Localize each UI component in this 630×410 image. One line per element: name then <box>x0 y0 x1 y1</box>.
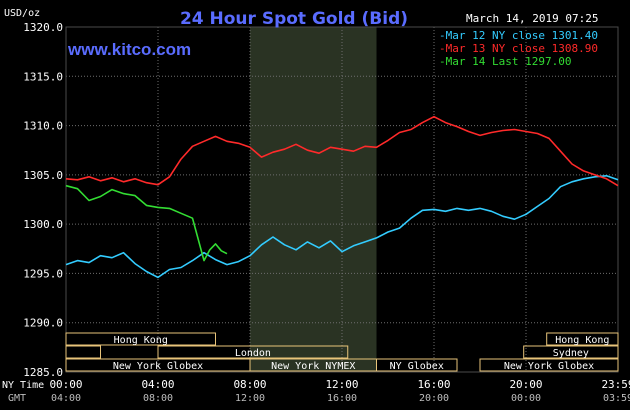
website-label: www.kitco.com <box>67 40 191 59</box>
plot-frame <box>65 26 619 373</box>
x-tick-label-gmt: 04:00 <box>51 393 81 404</box>
y-tick-label: 1310.0 <box>23 120 63 133</box>
y-tick-label: 1305.0 <box>23 169 63 182</box>
x-tick-label-ny: 12:00 <box>325 378 358 391</box>
session-label: London <box>235 348 271 359</box>
series-line <box>65 184 228 262</box>
trading-sessions: Hong Kong Hong Kong London Sydney New York G… <box>65 332 619 372</box>
x-tick-label-ny: 08:00 <box>233 378 266 391</box>
x-tick-label-ny: 20:00 <box>509 378 542 391</box>
x-tick-label-gmt: 03:59 <box>603 393 630 404</box>
y-tick-label: 1315.0 <box>23 70 63 83</box>
session-box <box>65 345 101 359</box>
x-tick-label-gmt: 16:00 <box>327 393 357 404</box>
series-line <box>65 115 619 187</box>
y-tick-label: 1295.0 <box>23 267 63 280</box>
x-axis-tick-labels: 00:00 04:00 04:00 08:00 08:00 12:00 12:00 16:00… <box>49 378 630 404</box>
price-series <box>65 115 619 279</box>
series-line <box>65 175 619 279</box>
session-box <box>479 358 619 372</box>
y-tick-label: 1300.0 <box>23 218 63 231</box>
x-tick-label-gmt: 20:00 <box>419 393 449 404</box>
x-tick-label-ny: 23:59 <box>601 378 630 391</box>
grid-lines <box>65 26 619 373</box>
chart-title: 24 Hour Spot Gold (Bid) <box>180 9 408 29</box>
x-tick-label-ny: 04:00 <box>141 378 174 391</box>
x-tick-label-ny: 00:00 <box>49 378 82 391</box>
session-label: Sydney <box>553 348 589 359</box>
y-axis-tick-labels: 1285.0 1290.0 1295.0 1300.0 1305.0 1310.0 1315… <box>23 21 63 379</box>
x-tick-label-gmt: 12:00 <box>235 393 265 404</box>
session-label: Hong Kong <box>114 335 168 346</box>
session-box <box>546 332 619 346</box>
legend-entry: -Mar 12 NY close 1301.40 <box>439 29 598 42</box>
session-box <box>376 358 458 372</box>
timestamp: March 14, 2019 07:25 <box>466 12 598 25</box>
x-tick-label-gmt: 00:00 <box>511 393 541 404</box>
unit-label: USD/oz <box>4 8 40 19</box>
ny-time-row-label: NY Time <box>2 380 44 391</box>
y-tick-label: 1285.0 <box>23 366 63 379</box>
y-tick-label: 1290.0 <box>23 317 63 330</box>
x-tick-label-gmt: 08:00 <box>143 393 173 404</box>
gmt-row-label: GMT <box>8 393 26 404</box>
session-label: New York Globex <box>504 361 594 372</box>
legend: -Mar 12 NY close 1301.40-Mar 13 NY close… <box>439 29 598 68</box>
legend-entry: -Mar 13 NY close 1308.90 <box>439 42 598 55</box>
session-label: New York Globex <box>113 361 203 372</box>
session-label: Hong Kong <box>555 335 609 346</box>
session-box <box>523 345 619 359</box>
y-tick-label: 1320.0 <box>23 21 63 34</box>
x-tick-label-ny: 16:00 <box>417 378 450 391</box>
session-box <box>65 332 216 346</box>
session-label: NY Globex <box>390 361 444 372</box>
session-label: New York NYMEX <box>271 361 355 372</box>
session-box <box>157 345 349 359</box>
legend-entry: -Mar 14 Last 1297.00 <box>439 55 571 68</box>
ny-session-shade <box>250 27 377 372</box>
